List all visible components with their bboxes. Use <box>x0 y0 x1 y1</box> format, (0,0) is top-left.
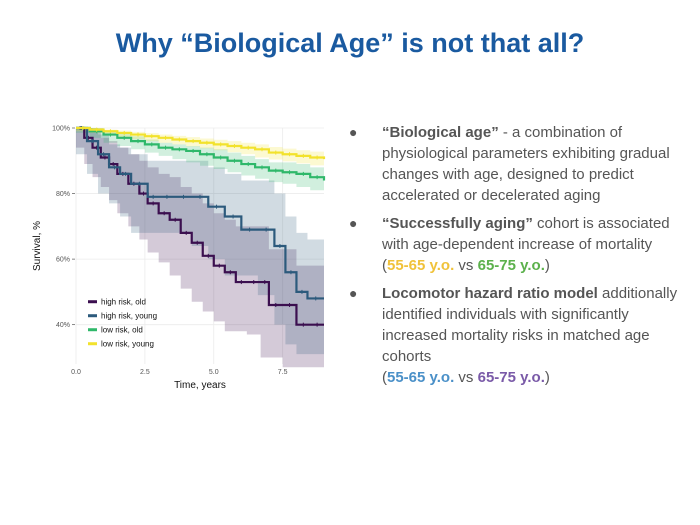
bullet-dot-icon: ● <box>349 285 358 301</box>
survival-line-low-risk-young <box>76 126 326 160</box>
x-tick-label: 5.0 <box>209 369 219 376</box>
x-tick-label: 2.5 <box>140 369 150 376</box>
paren-open: ( <box>382 369 387 386</box>
vs-text: vs <box>454 257 478 274</box>
survival-chart: 40% 60% 80% 100% 0.0 2.5 5.0 7.5 Time, years Surv… <box>20 118 336 400</box>
x-axis-label: Time, years <box>174 380 226 391</box>
y-tick-label: 100% <box>52 126 70 133</box>
bullet-locomotor-model: ● Locomotor hazard ratio model additiona… <box>346 283 680 388</box>
age-range-1: 55-65 y.o. <box>387 257 455 274</box>
bullet-dot-icon: ● <box>349 215 358 231</box>
bullet-bold-term: “Successfully aging” <box>382 215 533 232</box>
bullet-text: additionally identified individuals with… <box>382 285 678 365</box>
confidence-band-low-risk-old <box>76 128 324 191</box>
age-range-1: 55-65 y.o. <box>387 369 455 386</box>
slide-title: Why “Biological Age” is not that all? <box>115 28 585 58</box>
survival-chart-svg: 40% 60% 80% 100% 0.0 2.5 5.0 7.5 Time, years Surv… <box>32 126 326 391</box>
bullet-biological-age: ● “Biological age” - a combination of ph… <box>346 122 680 206</box>
age-range-2: 65-75 y.o. <box>477 369 545 386</box>
y-axis-label: Survival, % <box>32 221 43 271</box>
bullet-dot-icon: ● <box>349 124 358 140</box>
x-tick-label: 0.0 <box>71 369 81 376</box>
bullet-text: - a combination of physiological paramet… <box>382 124 670 204</box>
bullet-text: cohort is associated with age-dependent … <box>382 215 670 253</box>
confidence-band-high-risk-old <box>76 128 324 368</box>
paren-close: ) <box>544 369 550 386</box>
legend-label: high risk, young <box>101 312 157 321</box>
legend-label: low risk, old <box>101 326 143 335</box>
y-tick-label: 60% <box>56 257 70 264</box>
x-tick-label: 7.5 <box>278 369 288 376</box>
legend-label: low risk, young <box>101 340 154 349</box>
confidence-band-low-risk-young <box>76 128 324 166</box>
paren-close: ) <box>544 257 550 274</box>
y-tick-label: 80% <box>56 191 70 198</box>
bullet-list: ● “Biological age” - a combination of ph… <box>346 122 680 395</box>
vs-text: vs <box>454 369 478 386</box>
legend-label: high risk, old <box>101 298 146 307</box>
y-tick-label: 40% <box>56 322 70 329</box>
paren-open: ( <box>382 257 387 274</box>
bullet-successfully-aging: ● “Successfully aging” cohort is associa… <box>346 213 680 276</box>
survival-line-low-risk-old <box>76 126 326 181</box>
bullet-bold-term: “Biological age” <box>382 124 499 141</box>
age-range-2: 65-75 y.o. <box>477 257 545 274</box>
bullet-bold-term: Locomotor hazard ratio model <box>382 285 598 302</box>
